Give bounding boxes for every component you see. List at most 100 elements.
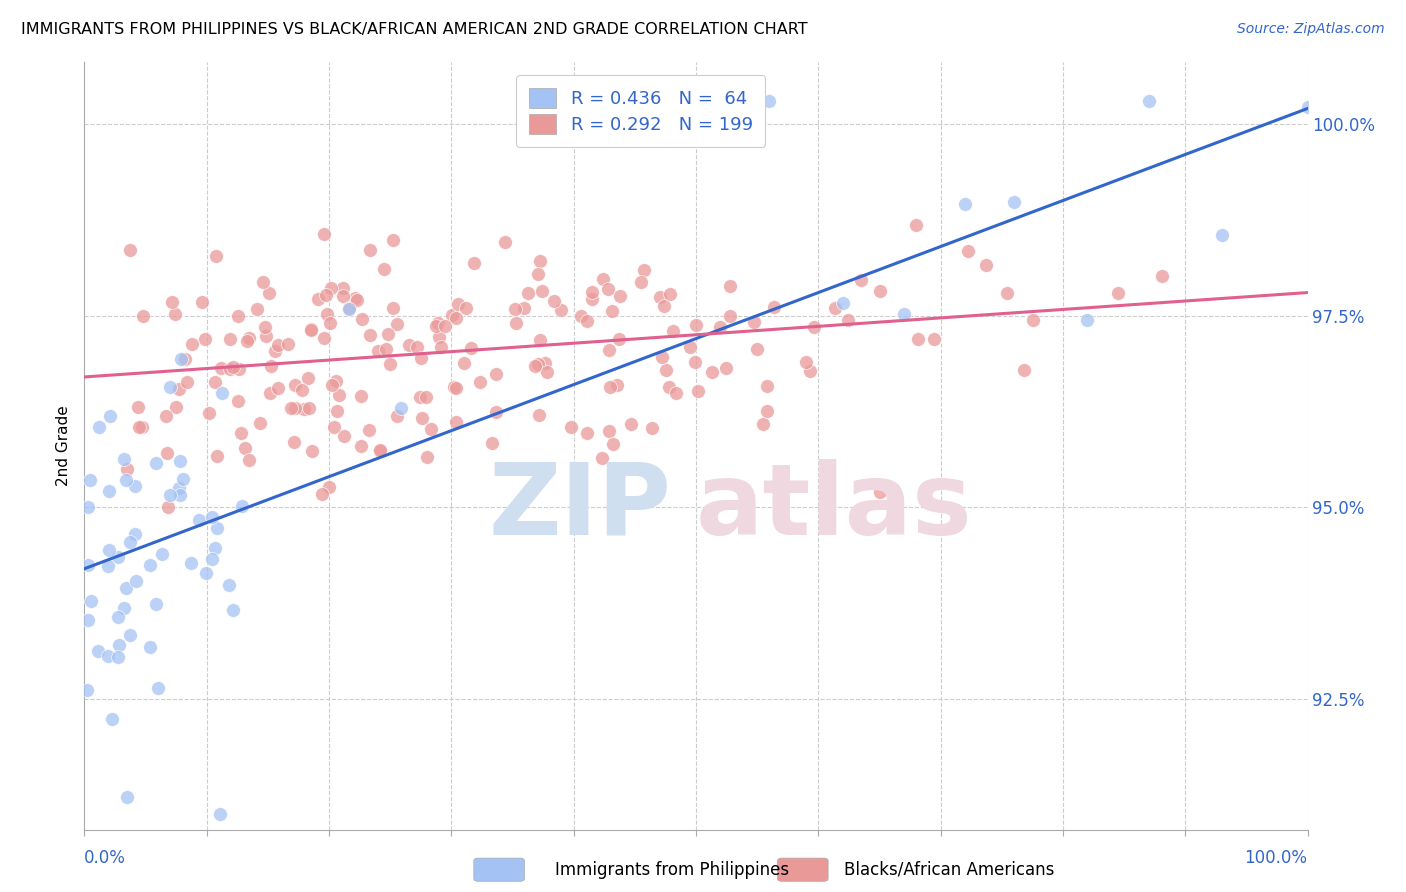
Point	[301, 444, 323, 458]
Point	[1002, 194, 1025, 209]
Point	[332, 281, 354, 295]
Point	[97, 649, 120, 664]
Point	[427, 330, 450, 344]
Point	[536, 365, 558, 379]
Point	[679, 340, 702, 354]
Point	[238, 331, 260, 345]
Point	[332, 289, 354, 303]
Point	[128, 400, 150, 414]
Point	[208, 807, 231, 822]
Point	[319, 316, 342, 330]
Point	[315, 287, 337, 301]
Point	[447, 296, 470, 310]
Point	[112, 600, 135, 615]
Point	[718, 309, 741, 323]
Point	[505, 316, 527, 330]
Point	[204, 375, 226, 389]
Point	[531, 284, 554, 298]
Point	[145, 456, 167, 470]
Point	[350, 439, 373, 453]
Point	[398, 338, 420, 352]
Point	[205, 521, 228, 535]
Point	[299, 323, 322, 337]
Point	[209, 360, 232, 375]
Point	[169, 454, 191, 468]
Point	[176, 375, 198, 389]
Point	[406, 340, 429, 354]
Point	[114, 452, 136, 467]
Point	[159, 488, 181, 502]
Point	[226, 310, 249, 324]
Point	[150, 547, 173, 561]
Point	[803, 320, 825, 334]
Point	[659, 286, 682, 301]
Point	[118, 627, 141, 641]
Point	[101, 712, 124, 726]
Point	[453, 356, 475, 370]
Point	[314, 331, 336, 345]
Point	[837, 313, 859, 327]
Point	[190, 294, 212, 309]
Point	[291, 383, 314, 397]
Point	[1137, 94, 1160, 108]
Point	[160, 294, 183, 309]
Point	[357, 423, 380, 437]
Point	[98, 409, 121, 423]
Point	[997, 285, 1019, 300]
Point	[204, 541, 226, 555]
Point	[346, 293, 368, 307]
Text: IMMIGRANTS FROM PHILIPPINES VS BLACK/AFRICAN AMERICAN 2ND GRADE CORRELATION CHAR: IMMIGRANTS FROM PHILIPPINES VS BLACK/AFR…	[21, 22, 807, 37]
Point	[197, 406, 219, 420]
Point	[560, 420, 582, 434]
Point	[299, 322, 322, 336]
Point	[249, 417, 271, 431]
Point	[259, 286, 281, 301]
Point	[463, 256, 485, 270]
Point	[415, 390, 437, 404]
Point	[155, 409, 177, 423]
Point	[869, 485, 891, 500]
Point	[222, 359, 245, 374]
Point	[169, 352, 191, 367]
Point	[280, 401, 302, 415]
Point	[924, 332, 946, 346]
Point	[686, 384, 709, 398]
Point	[328, 388, 350, 402]
Point	[576, 314, 599, 328]
Point	[718, 279, 741, 293]
Point	[599, 380, 621, 394]
Point	[374, 342, 396, 356]
Point	[648, 290, 671, 304]
Point	[485, 404, 508, 418]
Point	[188, 513, 211, 527]
Text: Source: ZipAtlas.com: Source: ZipAtlas.com	[1237, 22, 1385, 37]
Point	[204, 249, 226, 263]
Point	[657, 380, 679, 394]
Point	[267, 338, 290, 352]
Point	[253, 320, 276, 334]
Point	[339, 301, 361, 316]
Point	[527, 357, 550, 371]
Point	[454, 301, 477, 315]
Point	[380, 357, 402, 371]
Point	[201, 551, 224, 566]
Point	[314, 227, 336, 241]
Point	[851, 272, 873, 286]
Point	[115, 473, 138, 487]
Point	[526, 267, 548, 281]
Point	[655, 363, 678, 377]
Point	[322, 420, 344, 434]
Point	[550, 303, 572, 318]
Point	[869, 284, 891, 298]
Point	[602, 304, 624, 318]
Point	[641, 421, 664, 435]
Point	[297, 370, 319, 384]
Point	[662, 324, 685, 338]
Point	[350, 389, 373, 403]
Point	[325, 374, 347, 388]
Point	[174, 352, 197, 367]
Point	[389, 401, 412, 415]
Point	[652, 299, 675, 313]
Point	[796, 355, 818, 369]
Point	[716, 361, 738, 376]
